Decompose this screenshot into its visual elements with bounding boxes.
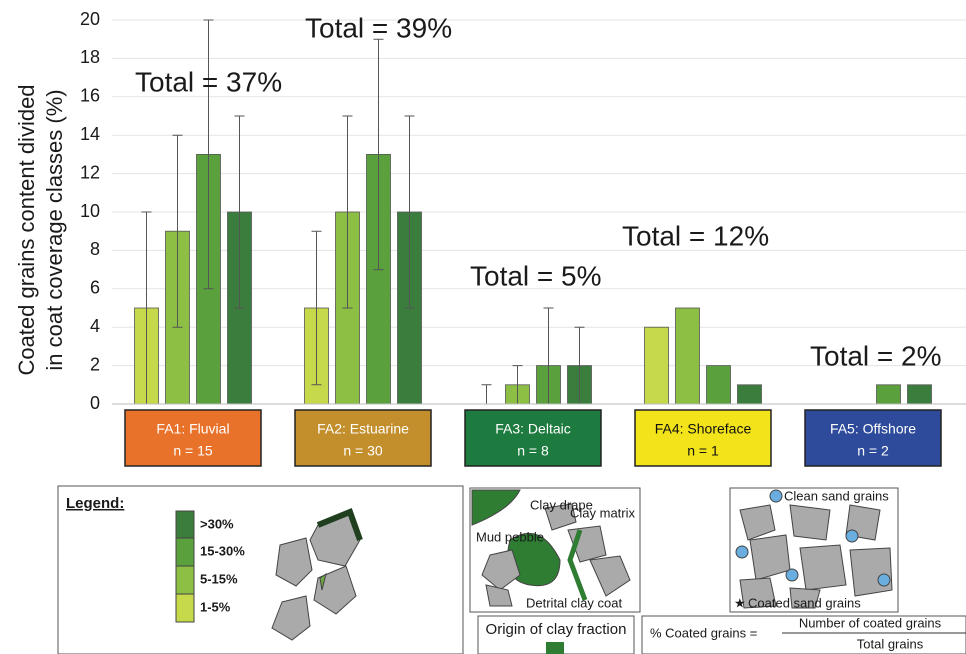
error-bar [342,115,353,309]
y-tick-label: 18 [80,47,100,67]
total-annotation: Total = 39% [305,12,452,43]
clay-label: Mud pebble [476,529,544,544]
bar [876,384,901,405]
legend-panel [57,485,464,654]
legend-label: 1-5% [200,599,231,614]
bar [907,384,932,405]
category-note: n = 1 [687,443,719,459]
error-bar [203,19,214,290]
y-tick-label: 20 [80,9,100,29]
category-box [634,409,772,467]
grain-label: Clean sand grains [784,488,889,503]
error-bar [543,307,554,404]
y-tick-label: 4 [90,316,100,336]
bar [706,365,731,405]
category-box [124,409,262,467]
formula-box [641,615,966,654]
error-bar [481,384,492,404]
category-label: FA2: Estuarine [317,421,409,437]
category-box [804,409,942,467]
grain-label: Coated sand grains [748,595,861,610]
error-bar [172,134,183,328]
error-bar [234,115,245,309]
formula-left: % Coated grains = [650,625,757,640]
category-label: FA4: Shoreface [655,421,752,437]
clay-label: Clay matrix [570,505,636,520]
total-annotation: Total = 12% [622,220,769,251]
y-tick-label: 0 [90,393,100,413]
category-note: n = 8 [517,443,549,459]
category-note: n = 15 [173,443,213,459]
y-tick-label: 16 [80,86,100,106]
origin-swatch [546,642,564,654]
bar [737,384,762,405]
error-bar [512,365,523,404]
category-note: n = 2 [857,443,889,459]
legend-label: 15-30% [200,543,245,558]
y-axis-label: Coated grains content divided [14,84,39,375]
legend-swatch [175,593,195,623]
error-bar [373,38,384,271]
error-bar [311,230,322,386]
legend-swatch [175,537,195,567]
total-annotation: Total = 5% [470,260,602,291]
formula-numerator: Number of coated grains [799,615,942,630]
clay-label: Clay drape [530,497,593,512]
y-tick-label: 6 [90,278,100,298]
category-label: FA1: Fluvial [156,421,229,437]
clay-label: Detrital clay coat [526,595,622,610]
error-bar [404,115,415,309]
category-label: FA3: Deltaic [495,421,570,437]
category-note: n = 30 [343,443,383,459]
y-axis-label: in coat coverage classes (%) [42,89,67,370]
grain-sketch [735,489,893,609]
y-tick-label: 2 [90,354,100,374]
category-label: FA5: Offshore [830,421,916,437]
total-annotation: Total = 37% [135,66,282,97]
y-tick-label: 10 [80,201,100,221]
category-box [464,409,602,467]
y-tick-label: 12 [80,162,100,182]
grain-sketches [271,508,363,641]
legend-swatch [175,510,195,540]
legend-swatch [175,565,195,595]
error-bar [141,211,152,404]
legend-label: 5-15% [200,571,238,586]
total-annotation: Total = 2% [810,340,942,371]
clay-sketch [471,489,631,607]
legend-label: >30% [200,516,234,531]
bar [675,307,700,405]
category-box [294,409,432,467]
y-tick-label: 14 [80,124,100,144]
legend-title: Legend: [66,495,124,512]
bar [644,326,669,405]
formula-denominator: Total grains [857,636,924,651]
origin-label: Origin of clay fraction [486,621,627,638]
y-tick-label: 8 [90,239,100,259]
grain-star: ★ [734,595,746,610]
error-bar [574,326,585,404]
